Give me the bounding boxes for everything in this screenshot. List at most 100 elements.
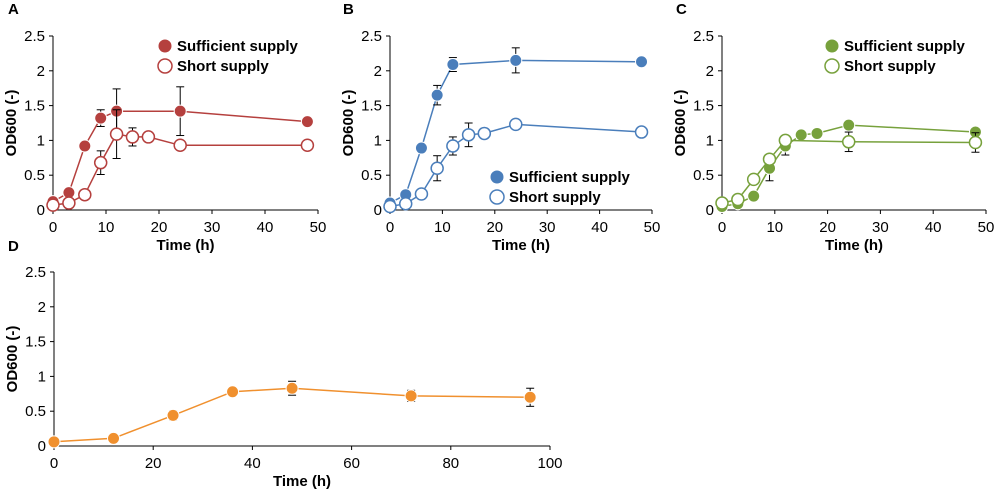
data-point bbox=[842, 118, 856, 132]
data-point bbox=[141, 130, 156, 144]
legend-marker bbox=[157, 58, 173, 74]
data-point bbox=[125, 130, 140, 144]
x-tick-label: 20 bbox=[486, 219, 503, 236]
data-point bbox=[446, 58, 460, 72]
series-sufficient bbox=[383, 47, 649, 210]
legend: Sufficient supply Short supply bbox=[157, 38, 299, 75]
x-tick-label: 40 bbox=[244, 455, 261, 472]
legend-label: Sufficient supply bbox=[509, 169, 631, 186]
data-point bbox=[968, 135, 983, 150]
data-point bbox=[173, 104, 187, 118]
x-tick-label: 10 bbox=[434, 219, 451, 236]
legend-marker bbox=[824, 38, 840, 54]
x-tick-label: 0 bbox=[49, 219, 57, 236]
x-tick-label: 30 bbox=[872, 219, 889, 236]
data-point bbox=[746, 172, 761, 187]
data-point bbox=[47, 435, 61, 449]
data-point bbox=[414, 187, 429, 201]
data-point bbox=[93, 155, 108, 170]
series-short bbox=[46, 109, 315, 212]
data-point bbox=[778, 133, 793, 148]
x-tick-label: 20 bbox=[151, 219, 168, 236]
y-tick-label: 2 bbox=[38, 299, 46, 316]
data-point bbox=[94, 111, 108, 125]
x-tick-label: 30 bbox=[539, 219, 556, 236]
legend-marker bbox=[157, 38, 173, 54]
data-point bbox=[509, 53, 523, 67]
panel-label: C bbox=[676, 1, 687, 18]
data-point bbox=[446, 139, 460, 153]
x-axis-label: Time (h) bbox=[825, 237, 883, 254]
legend: Sufficient supply Short supply bbox=[489, 169, 631, 206]
data-point bbox=[430, 88, 444, 102]
data-point bbox=[46, 198, 60, 212]
x-tick-label: 10 bbox=[98, 219, 115, 236]
panel-label: B bbox=[343, 1, 354, 18]
data-point bbox=[78, 139, 92, 153]
y-tick-label: 0 bbox=[374, 202, 382, 219]
data-point bbox=[715, 196, 729, 210]
legend: Sufficient supply Short supply bbox=[824, 38, 966, 75]
x-tick-label: 50 bbox=[978, 219, 995, 236]
legend-marker bbox=[489, 169, 505, 185]
y-tick-label: 0.5 bbox=[25, 403, 46, 420]
data-point bbox=[414, 141, 428, 155]
data-point bbox=[398, 196, 413, 211]
data-point bbox=[461, 128, 476, 142]
y-tick-label: 1 bbox=[706, 132, 714, 149]
x-tick-label: 0 bbox=[50, 455, 58, 472]
y-tick-label: 1.5 bbox=[24, 98, 45, 115]
y-tick-label: 1.5 bbox=[361, 98, 382, 115]
data-point bbox=[635, 55, 649, 69]
y-tick-label: 0.5 bbox=[693, 167, 714, 184]
y-tick-label: 2.5 bbox=[361, 28, 382, 45]
y-tick-label: 0 bbox=[38, 438, 46, 455]
x-tick-label: 40 bbox=[591, 219, 608, 236]
legend-marker bbox=[489, 189, 505, 205]
y-tick-label: 1 bbox=[38, 368, 46, 385]
y-tick-label: 1 bbox=[374, 132, 382, 149]
panel-d: D 0 0.5 1 1.5 2 2.5 0 20 40 60 80 100 Time (h) OD600 (… bbox=[4, 238, 563, 490]
data-point bbox=[404, 389, 418, 403]
data-point bbox=[285, 381, 299, 395]
y-tick-label: 0.5 bbox=[361, 167, 382, 184]
legend-label: Sufficient supply bbox=[844, 38, 966, 55]
y-axis-label: OD600 (-) bbox=[4, 326, 21, 393]
x-tick-label: 10 bbox=[766, 219, 783, 236]
data-point bbox=[810, 126, 824, 140]
x-tick-label: 40 bbox=[925, 219, 942, 236]
x-tick-label: 50 bbox=[644, 219, 661, 236]
data-point bbox=[300, 115, 314, 129]
x-tick-label: 0 bbox=[386, 219, 394, 236]
panel-label: A bbox=[8, 1, 19, 18]
y-tick-label: 0.5 bbox=[24, 167, 45, 184]
x-tick-label: 0 bbox=[718, 219, 726, 236]
data-point bbox=[107, 431, 121, 445]
y-tick-label: 2 bbox=[706, 63, 714, 80]
y-tick-label: 2.5 bbox=[25, 264, 46, 281]
data-point bbox=[477, 126, 492, 141]
data-point bbox=[731, 192, 745, 207]
y-tick-label: 1.5 bbox=[693, 98, 714, 115]
data-point bbox=[794, 128, 808, 142]
legend-label: Sufficient supply bbox=[177, 38, 299, 55]
data-point bbox=[523, 390, 537, 404]
series-sufficient bbox=[47, 380, 537, 449]
data-point bbox=[509, 117, 523, 132]
legend-label: Short supply bbox=[844, 58, 936, 75]
series-short bbox=[715, 131, 983, 210]
legend-label: Short supply bbox=[177, 58, 269, 75]
data-point bbox=[300, 138, 315, 153]
x-tick-label: 30 bbox=[204, 219, 221, 236]
data-point bbox=[430, 161, 444, 175]
x-tick-label: 40 bbox=[257, 219, 274, 236]
x-tick-label: 100 bbox=[537, 455, 562, 472]
data-point bbox=[166, 408, 180, 422]
x-tick-label: 20 bbox=[145, 455, 162, 472]
y-tick-label: 2 bbox=[374, 63, 382, 80]
panel-a: A 0 0.5 1 1.5 2 2.5 0 10 20 30 40 50 Time (h) OD600 (-… bbox=[3, 1, 326, 254]
x-axis-label: Time (h) bbox=[492, 237, 550, 254]
data-point bbox=[762, 152, 777, 166]
